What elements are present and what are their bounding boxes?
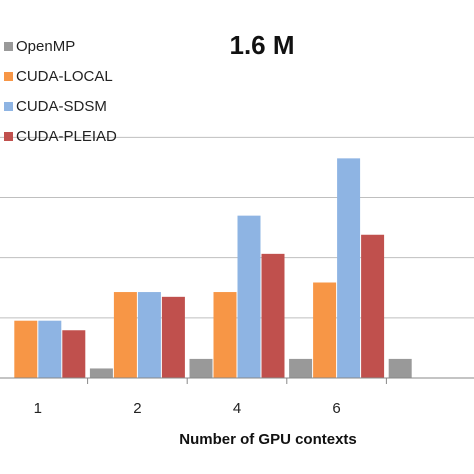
bar-openmp-4	[189, 358, 213, 378]
legend-swatch-cuda-sdsm	[4, 102, 13, 111]
bar-cuda-pleiad-6	[361, 234, 385, 378]
bar-cuda-sdsm-6	[337, 158, 361, 378]
bar-openmp-2	[89, 368, 113, 378]
bar-cuda-sdsm-1	[38, 320, 62, 378]
bar-cuda-sdsm-4	[237, 215, 261, 378]
bar-openmp-extra	[388, 358, 412, 378]
x-tick-marks	[87, 378, 387, 384]
legend-label-openmp: OpenMP	[16, 38, 75, 55]
bar-cuda-pleiad-4	[261, 253, 285, 378]
legend-swatch-openmp	[4, 42, 13, 51]
bar-cuda-sdsm-2	[137, 292, 161, 378]
legend-label-cuda-local: CUDA-LOCAL	[16, 68, 113, 85]
x-tick-labels: 1 2 4 6	[34, 400, 341, 417]
legend-label-cuda-pleiad: CUDA-PLEIAD	[16, 128, 117, 145]
x-tick-label: 1	[34, 400, 42, 417]
bar-cuda-local-2	[113, 292, 137, 378]
bar-openmp-6	[289, 358, 313, 378]
legend-swatch-cuda-local	[4, 72, 13, 81]
chart-title: 1.6 M	[229, 30, 294, 60]
bar-cuda-pleiad-1	[62, 330, 86, 378]
legend-swatch-cuda-pleiad	[4, 132, 13, 141]
bar-cuda-local-1	[14, 320, 38, 378]
x-tick-label: 6	[332, 400, 340, 417]
bars	[14, 158, 412, 378]
bar-cuda-local-6	[313, 282, 337, 378]
legend: OpenMP CUDA-LOCAL CUDA-SDSM CUDA-PLEIAD	[4, 38, 117, 145]
bar-cuda-local-4	[213, 292, 237, 378]
bar-cuda-pleiad-2	[161, 296, 185, 378]
x-tick-label: 4	[233, 400, 241, 417]
gridlines	[0, 136, 474, 319]
x-tick-label: 2	[133, 400, 141, 417]
x-axis-title: Number of GPU contexts	[179, 431, 357, 448]
legend-label-cuda-sdsm: CUDA-SDSM	[16, 98, 107, 115]
